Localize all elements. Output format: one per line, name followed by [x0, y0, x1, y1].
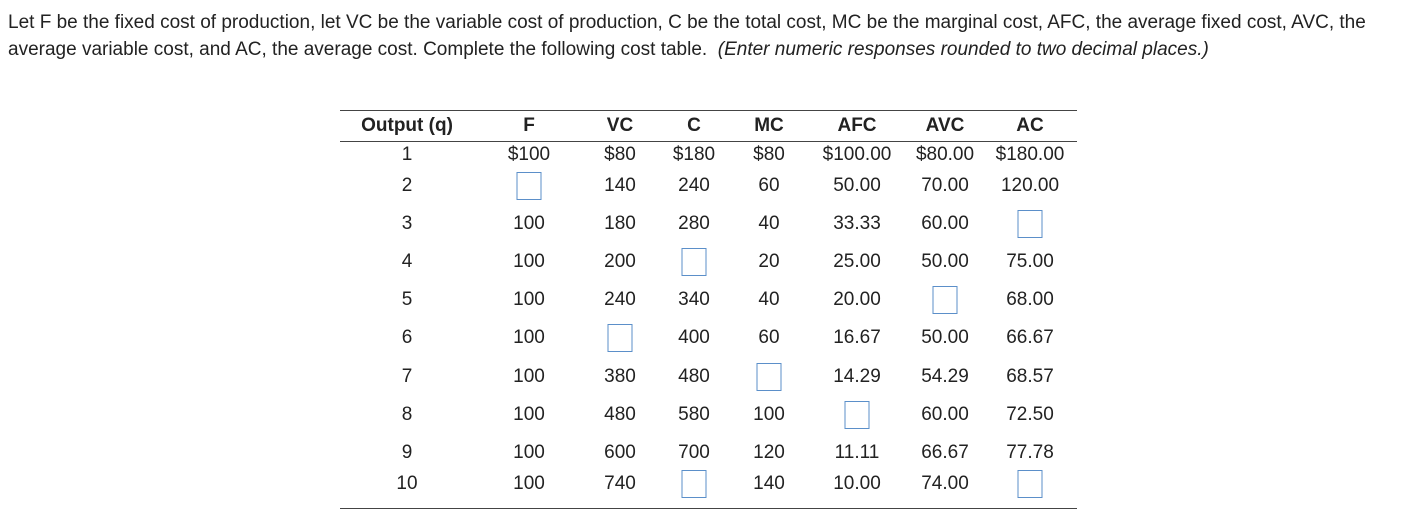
- table-cell: 20.00: [833, 289, 881, 310]
- answer-input[interactable]: [844, 401, 870, 429]
- table-cell: 240: [678, 175, 710, 196]
- table-cell: 480: [604, 404, 636, 425]
- table-cell: 66.67: [921, 442, 969, 463]
- table-cell: 740: [604, 473, 636, 494]
- table-cell: 54.29: [921, 366, 969, 387]
- table-cell: $80: [604, 144, 636, 165]
- table-cell: 70.00: [921, 175, 969, 196]
- table-cell: 72.50: [1006, 404, 1054, 425]
- table-cell: 10.00: [833, 473, 881, 494]
- table-cell: 100: [513, 251, 545, 272]
- table-cell: 100: [513, 473, 545, 494]
- table-cell: 14.29: [833, 366, 881, 387]
- table-cell: 10: [396, 473, 418, 494]
- table-cell: 74.00: [921, 473, 969, 494]
- table-cell: 280: [678, 213, 710, 234]
- table-cell: 100: [513, 289, 545, 310]
- table-cell: 100: [753, 404, 785, 425]
- table-cell: 68.57: [1006, 366, 1054, 387]
- instructions-note: (Enter numeric responses rounded to two …: [717, 39, 1209, 60]
- table-cell: 380: [604, 366, 636, 387]
- instructions: Let F be the fixed cost of production, l…: [8, 9, 1400, 63]
- column-header: F: [523, 115, 535, 136]
- table-cell: 11.11: [834, 442, 880, 463]
- table-cell: 66.67: [1006, 327, 1054, 348]
- table-cell: 140: [604, 175, 636, 196]
- answer-input[interactable]: [1017, 470, 1043, 498]
- table-cell: 100: [513, 327, 545, 348]
- table-cell: $100: [507, 144, 551, 165]
- column-header: AFC: [837, 115, 877, 136]
- answer-input[interactable]: [756, 363, 782, 391]
- table-cell: 68.00: [1006, 289, 1054, 310]
- table-cell: 180: [604, 213, 636, 234]
- table-cell: 33.33: [833, 213, 881, 234]
- table-cell: 400: [678, 327, 710, 348]
- table-bottom-rule: [340, 508, 1077, 509]
- table-cell: 1: [401, 144, 413, 165]
- instructions-text: Let F be the fixed cost of production, l…: [8, 12, 1366, 60]
- table-cell: 340: [678, 289, 710, 310]
- table-cell: 77.78: [1006, 442, 1054, 463]
- table-cell: 60.00: [921, 213, 969, 234]
- table-cell: 40: [758, 289, 780, 310]
- column-header: VC: [606, 115, 634, 136]
- table-cell: $180: [672, 144, 716, 165]
- table-cell: 120.00: [1000, 175, 1060, 196]
- table-cell: 9: [401, 442, 413, 463]
- table-cell: 8: [401, 404, 413, 425]
- table-cell: 2: [401, 175, 413, 196]
- table-cell: 60: [758, 327, 780, 348]
- table-cell: 580: [678, 404, 710, 425]
- answer-input[interactable]: [516, 172, 542, 200]
- table-cell: 140: [753, 473, 785, 494]
- table-cell: $180.00: [995, 144, 1065, 165]
- table-cell: 25.00: [833, 251, 881, 272]
- table-cell: 200: [604, 251, 636, 272]
- table-cell: 5: [401, 289, 413, 310]
- table-top-rule: [340, 110, 1077, 111]
- answer-input[interactable]: [607, 324, 633, 352]
- table-cell: 16.67: [833, 327, 881, 348]
- table-cell: 50.00: [921, 251, 969, 272]
- table-cell: $80: [753, 144, 785, 165]
- table-cell: 4: [401, 251, 413, 272]
- column-header: MC: [754, 115, 784, 136]
- table-cell: 600: [604, 442, 636, 463]
- table-cell: 75.00: [1006, 251, 1054, 272]
- header-rule: [340, 141, 1077, 142]
- table-cell: 6: [401, 327, 413, 348]
- table-cell: 100: [513, 442, 545, 463]
- answer-input[interactable]: [681, 470, 707, 498]
- table-cell: 20: [758, 251, 780, 272]
- table-cell: 60.00: [921, 404, 969, 425]
- column-header: C: [687, 115, 701, 136]
- column-header: Output (q): [361, 115, 453, 136]
- table-cell: 120: [753, 442, 785, 463]
- table-cell: 100: [513, 404, 545, 425]
- answer-input[interactable]: [1017, 210, 1043, 238]
- table-cell: 100: [513, 366, 545, 387]
- table-cell: 240: [604, 289, 636, 310]
- column-header: AC: [1016, 115, 1044, 136]
- table-cell: 480: [678, 366, 710, 387]
- table-cell: 50.00: [833, 175, 881, 196]
- table-cell: 100: [513, 213, 545, 234]
- table-cell: 50.00: [921, 327, 969, 348]
- table-cell: 40: [758, 213, 780, 234]
- table-cell: 7: [401, 366, 413, 387]
- table-cell: 700: [678, 442, 710, 463]
- column-header: AVC: [925, 115, 965, 136]
- answer-input[interactable]: [932, 286, 958, 314]
- table-cell: $80.00: [915, 144, 975, 165]
- table-cell: 3: [401, 213, 413, 234]
- table-cell: $100.00: [822, 144, 892, 165]
- table-cell: 60: [758, 175, 780, 196]
- answer-input[interactable]: [681, 248, 707, 276]
